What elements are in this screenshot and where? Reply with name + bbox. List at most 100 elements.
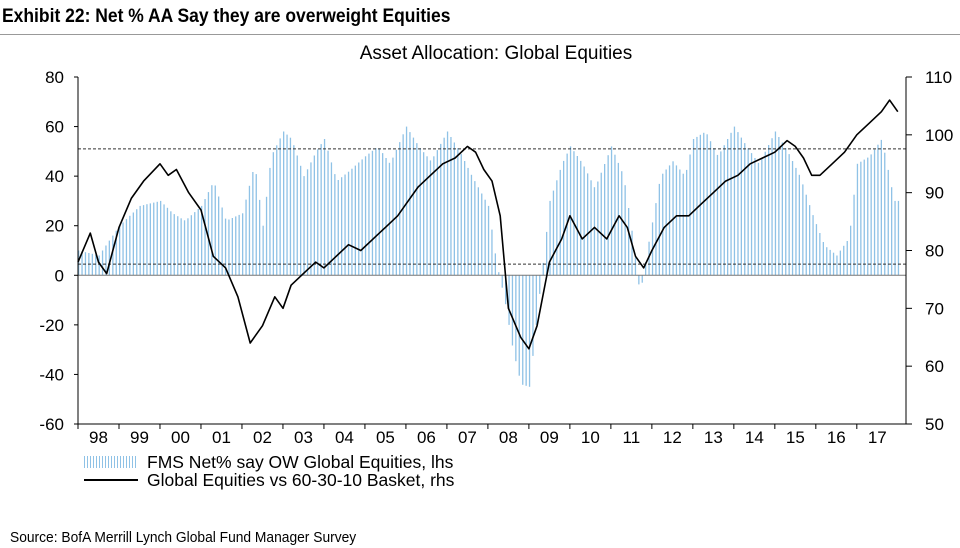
fms-bar [853, 194, 855, 276]
fms-bar [487, 205, 490, 276]
fms-bar [440, 143, 442, 276]
x-tick-label: 13 [704, 428, 723, 447]
fms-bar [491, 229, 493, 276]
fms-bar [587, 173, 589, 276]
fms-bar [617, 162, 619, 276]
fms-bar [477, 187, 479, 276]
x-tick-label: 99 [130, 428, 149, 447]
fms-bar [443, 137, 445, 276]
fms-bar [733, 126, 736, 276]
fms-bar [146, 204, 148, 276]
fms-bar [125, 219, 128, 276]
fms-bar [276, 145, 278, 276]
fms-bar [190, 215, 192, 276]
fms-bar [668, 165, 671, 276]
fms-bar [723, 145, 725, 276]
x-tick-label: 05 [376, 428, 395, 447]
fms-bar [645, 262, 647, 276]
fms-bar [344, 174, 346, 276]
fms-bar [573, 151, 575, 276]
fms-bar [727, 139, 729, 276]
fms-bar [597, 181, 599, 276]
left-axis-ticks: 80 60 40 20 0 -20 -40 -60 [39, 68, 78, 434]
fms-bar [139, 205, 141, 276]
fms-bar [679, 169, 681, 276]
fms-bar [405, 126, 408, 276]
source-note: Source: BofA Merrill Lynch Global Fund M… [10, 529, 357, 546]
fms-bar [423, 152, 425, 276]
fms-bar [836, 255, 838, 276]
fms-bar [873, 149, 876, 276]
fms-bar [774, 131, 777, 276]
fms-bar [409, 132, 411, 276]
fms-bar [395, 149, 397, 276]
fms-bar [255, 174, 257, 276]
fms-bar [101, 250, 104, 276]
fms-bar [170, 211, 172, 276]
fms-bar [860, 161, 862, 276]
fms-bar [341, 177, 343, 276]
fms-bar [132, 212, 134, 276]
fms-bar [385, 158, 387, 276]
fms-bar [812, 215, 814, 276]
x-tick-label: 10 [581, 428, 600, 447]
x-axis-ticks: 98 99 00 01 02 03 04 05 06 07 08 09 10 11 12 13 14 15 16 17 [77, 424, 887, 447]
fms-bar [214, 185, 216, 276]
x-tick-label: 16 [827, 428, 846, 447]
fms-bar [392, 157, 394, 276]
fms-bar [361, 159, 363, 276]
fms-bar [375, 148, 377, 276]
fms-bar [525, 275, 527, 386]
fms-bar [334, 174, 336, 276]
fms-bar [436, 150, 438, 276]
left-tick-label: 60 [45, 118, 64, 137]
fms-bar [744, 143, 746, 276]
fms-bar [764, 151, 766, 276]
fms-bar [505, 275, 507, 305]
fms-bar [843, 245, 845, 276]
legend-label-bars: FMS Net% say OW Global Equities, lhs [147, 451, 454, 472]
right-tick-label: 80 [925, 242, 944, 261]
fms-bar [665, 169, 667, 276]
fms-bar [805, 194, 807, 276]
fms-bar [563, 160, 565, 276]
fms-bar [368, 153, 370, 276]
fms-bar [549, 200, 551, 276]
fms-bar [826, 247, 828, 276]
fms-bar [313, 155, 315, 276]
fms-bar [457, 148, 459, 276]
fms-bar [781, 142, 783, 276]
fms-bar [518, 275, 520, 376]
fms-bar [320, 144, 322, 276]
fms-bar [464, 161, 466, 276]
fms-bar [289, 137, 292, 276]
x-tick-label: 03 [294, 428, 313, 447]
equities-line [77, 99, 899, 350]
fms-bar [453, 142, 455, 276]
fms-bar [511, 275, 514, 346]
x-tick-label: 17 [868, 428, 887, 447]
fms-bar [709, 141, 712, 276]
fms-bar [675, 165, 678, 276]
x-tick-label: 14 [745, 428, 764, 447]
fms-bar [231, 218, 233, 276]
fms-bar [474, 181, 476, 276]
fms-bar [173, 214, 175, 276]
fms-bar [815, 224, 818, 276]
fms-bar [402, 134, 404, 276]
right-tick-label: 70 [925, 299, 944, 318]
fms-bar [91, 253, 93, 276]
chart-title: Asset Allocation: Global Equities [359, 43, 633, 64]
fms-bar [785, 148, 787, 276]
fms-bar [112, 235, 114, 276]
fms-bar [156, 201, 158, 276]
fms-bar [610, 146, 613, 276]
fms-bar [160, 200, 162, 276]
fms-bar [891, 187, 893, 276]
title-divider [0, 34, 960, 35]
equities-line-series [77, 99, 899, 350]
fms-bar [880, 139, 882, 276]
fms-bar [894, 200, 896, 276]
fms-bar [269, 167, 271, 276]
fms-bar [105, 245, 107, 276]
